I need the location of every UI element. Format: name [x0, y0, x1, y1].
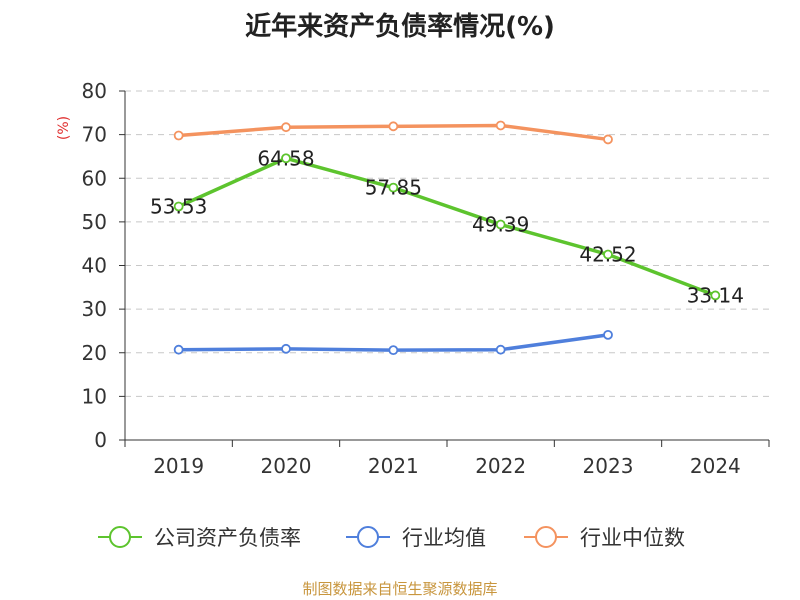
- data-point: [495, 344, 506, 355]
- y-tick-label: 10: [82, 384, 107, 408]
- data-point: [281, 153, 291, 164]
- chart-title: 近年来资产负债率情况(%): [245, 12, 555, 42]
- data-label: 42.52: [579, 243, 636, 267]
- data-label: 57.85: [365, 176, 422, 200]
- legend-marker: [535, 526, 557, 548]
- data-point: [281, 122, 291, 133]
- data-point: [281, 343, 291, 354]
- data-point: [603, 249, 613, 260]
- data-point: [173, 130, 184, 141]
- legend-marker: [109, 526, 131, 548]
- data-point: [388, 345, 399, 356]
- data-point: [388, 121, 399, 132]
- y-tick-label: 80: [82, 79, 107, 103]
- x-tick-label: 2020: [261, 454, 312, 478]
- data-source-note: 制图数据来自恒生聚源数据库: [302, 580, 498, 598]
- legend-marker: [357, 526, 379, 548]
- legend-label: 行业中位数: [580, 526, 685, 550]
- x-tick-label: 2019: [153, 454, 204, 478]
- y-tick-label: 70: [82, 123, 107, 147]
- y-tick-label: 60: [82, 166, 107, 190]
- data-label: 64.58: [257, 146, 314, 170]
- x-tick-label: 2022: [475, 454, 526, 478]
- data-point: [603, 329, 613, 340]
- data-label: 53.53: [150, 194, 207, 218]
- data-point: [388, 182, 399, 193]
- legend-label: 公司资产负债率: [154, 526, 301, 550]
- y-tick-label: 40: [82, 254, 107, 278]
- y-tick-label: 20: [82, 341, 107, 365]
- x-tick-label: 2023: [583, 454, 634, 478]
- data-point: [173, 344, 184, 355]
- x-tick-label: 2021: [368, 454, 419, 478]
- legend-label: 行业均值: [402, 526, 486, 550]
- series-line: [177, 156, 716, 298]
- x-tick-label: 2024: [690, 454, 741, 478]
- data-label: 33.14: [687, 283, 744, 307]
- data-point: [173, 201, 184, 212]
- data-point: [495, 120, 506, 131]
- y-tick-label: 0: [94, 428, 107, 452]
- data-point: [710, 290, 721, 301]
- data-label: 49.39: [472, 213, 529, 237]
- y-axis-label: (%): [56, 116, 72, 140]
- data-point: [603, 134, 613, 145]
- y-tick-label: 50: [82, 210, 107, 234]
- data-point: [495, 219, 506, 230]
- y-tick-label: 30: [82, 297, 107, 321]
